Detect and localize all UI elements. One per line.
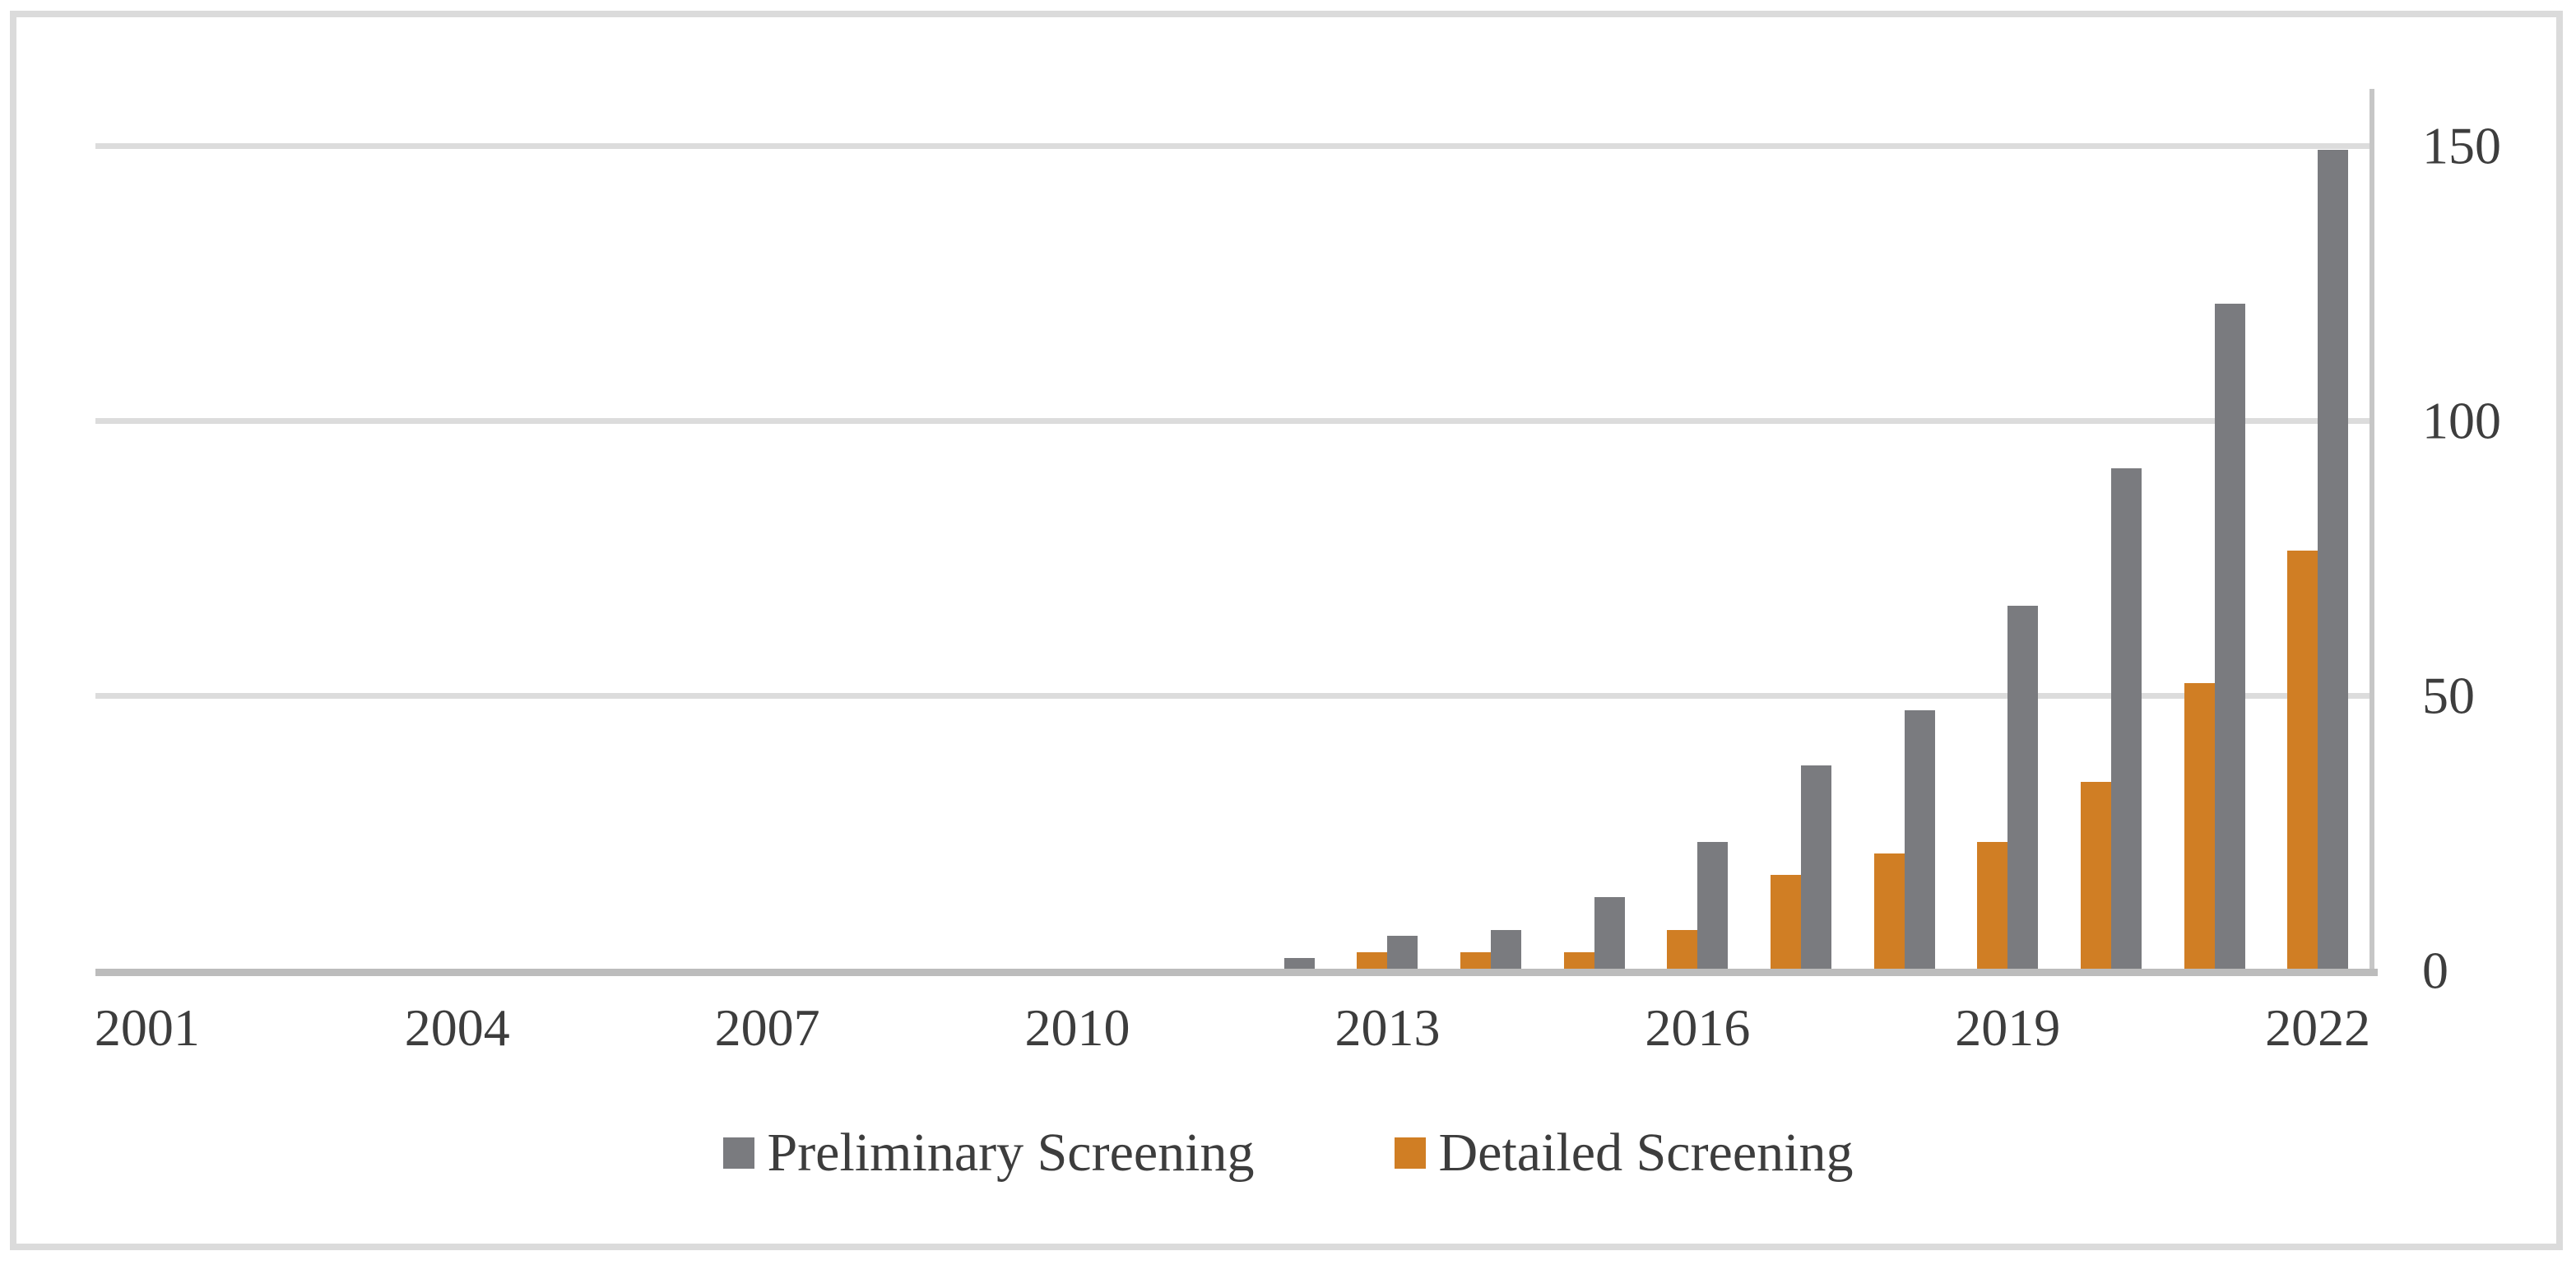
- bar-2018-preliminary-screening: [1904, 710, 1935, 969]
- bar-2013-detailed-screening: [1357, 951, 1388, 969]
- legend-swatch-preliminary-screening: [722, 1137, 754, 1169]
- gridline-50: [95, 693, 2374, 699]
- bar-2019-preliminary-screening: [2007, 606, 2039, 969]
- y-tick-100: 100: [2422, 391, 2501, 450]
- bar-2015-detailed-screening: [1563, 951, 1594, 969]
- bar-2020-detailed-screening: [2080, 781, 2111, 969]
- gridline-150: [95, 143, 2374, 149]
- gridline-100: [95, 418, 2374, 424]
- bar-2013-preliminary-screening: [1387, 935, 1418, 969]
- bar-2014-detailed-screening: [1460, 951, 1492, 969]
- bar-2015-preliminary-screening: [1594, 897, 1625, 969]
- x-tick-2022: 2022: [2265, 998, 2371, 1057]
- bar-2020-preliminary-screening: [2110, 468, 2142, 969]
- legend: Preliminary Screening Detailed Screening: [0, 1122, 2576, 1184]
- bar-2017-preliminary-screening: [1801, 765, 1831, 969]
- bar-2022-preliminary-screening: [2318, 149, 2349, 969]
- bar-2016-detailed-screening: [1667, 930, 1698, 969]
- bar-2021-detailed-screening: [2184, 682, 2215, 969]
- bar-2014-preliminary-screening: [1491, 930, 1522, 969]
- legend-item-preliminary-screening: Preliminary Screening: [722, 1122, 1255, 1184]
- bar-2022-detailed-screening: [2287, 551, 2318, 969]
- x-tick-2007: 2007: [714, 998, 820, 1057]
- x-tick-2013: 2013: [1334, 998, 1441, 1057]
- legend-item-detailed-screening: Detailed Screening: [1394, 1122, 1854, 1184]
- legend-swatch-detailed-screening: [1394, 1137, 1426, 1169]
- category-axis-line: [95, 969, 2378, 976]
- bar-2017-detailed-screening: [1771, 875, 1801, 969]
- bar-2018-detailed-screening: [1873, 853, 1905, 969]
- bar-2016-preliminary-screening: [1697, 842, 1729, 969]
- x-tick-2016: 2016: [1645, 998, 1751, 1057]
- figure-border: [10, 11, 2563, 1250]
- bar-2021-preliminary-screening: [2214, 303, 2245, 969]
- right-axis-line: [2369, 89, 2374, 974]
- y-tick-150: 150: [2422, 116, 2501, 175]
- legend-label-detailed-screening: Detailed Screening: [1438, 1123, 1854, 1183]
- bar-2012-preliminary-screening: [1283, 957, 1315, 969]
- x-tick-2019: 2019: [1955, 998, 2061, 1057]
- y-tick-50: 50: [2422, 666, 2475, 725]
- x-tick-2004: 2004: [404, 998, 510, 1057]
- legend-label-preliminary-screening: Preliminary Screening: [767, 1123, 1255, 1183]
- x-tick-2010: 2010: [1024, 998, 1130, 1057]
- y-tick-0: 0: [2422, 941, 2448, 1000]
- bar-2019-detailed-screening: [1977, 842, 2008, 969]
- x-tick-2001: 2001: [94, 998, 200, 1057]
